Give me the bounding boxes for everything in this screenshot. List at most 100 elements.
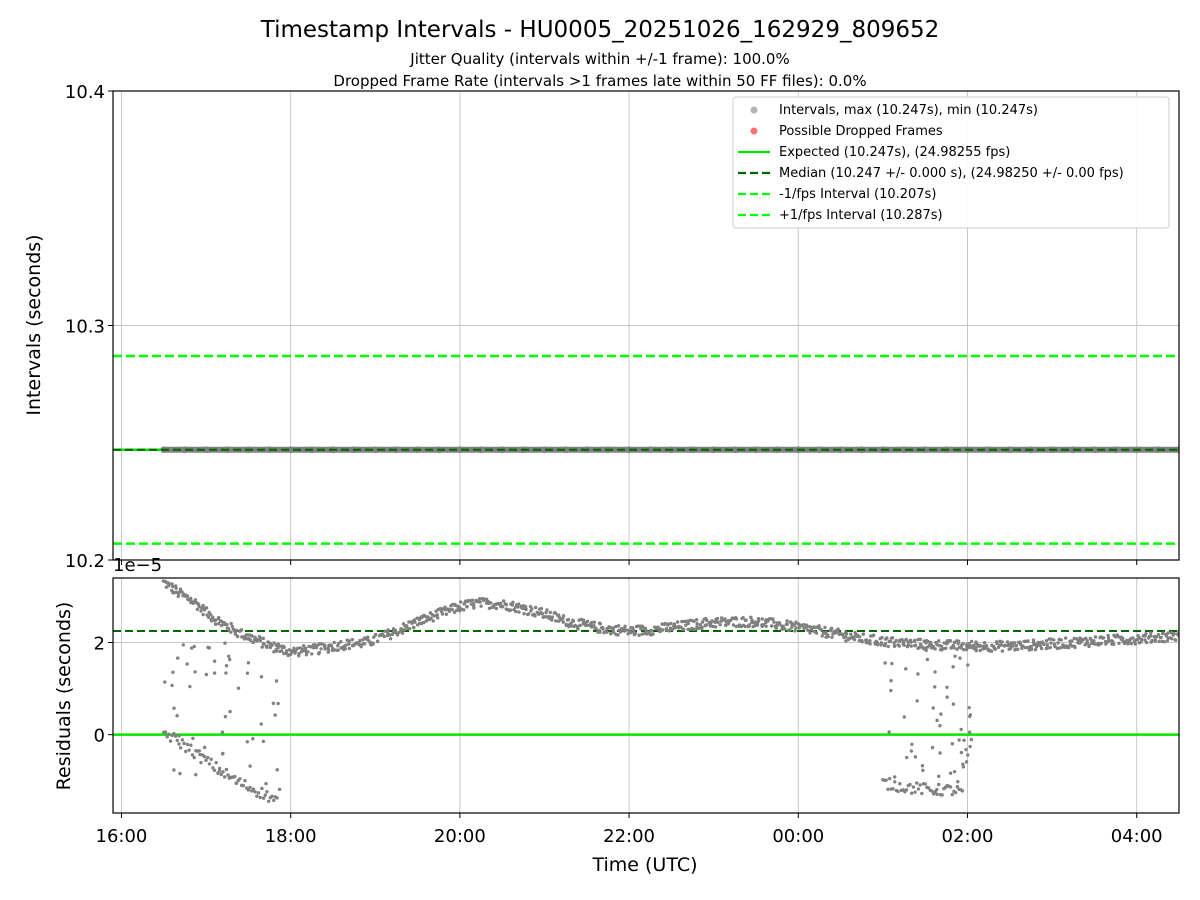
residual-point-low — [926, 786, 931, 790]
legend-box — [732, 96, 1170, 229]
x-tick-label: 22:00 — [603, 826, 655, 847]
residual-point-low — [199, 760, 203, 765]
residual-point — [605, 630, 609, 634]
residual-point-scatter — [273, 713, 277, 717]
residual-point — [500, 604, 505, 609]
residual-point — [906, 643, 910, 647]
residual-point — [730, 616, 735, 621]
residual-point-scatter — [176, 656, 180, 660]
residual-point-scatter — [961, 765, 966, 769]
residual-point — [527, 612, 531, 616]
residual-point-scatter — [170, 683, 174, 688]
residual-point — [673, 626, 677, 630]
residual-point — [675, 620, 680, 624]
residual-point-scatter — [248, 764, 252, 768]
residual-point — [852, 635, 856, 639]
residual-point — [272, 650, 276, 654]
residual-point — [616, 633, 620, 637]
residual-point-scatter — [916, 672, 920, 676]
residual-point — [969, 645, 973, 650]
residual-point — [756, 616, 761, 621]
residual-point-low — [253, 790, 257, 794]
residual-point — [964, 647, 969, 652]
interval-point — [202, 446, 210, 454]
residual-point — [261, 636, 266, 641]
residual-point — [422, 620, 426, 625]
residual-point — [444, 612, 449, 616]
residual-point-scatter — [968, 744, 972, 749]
residual-point — [1166, 631, 1170, 635]
residual-point — [336, 641, 341, 646]
residual-point — [1038, 644, 1043, 648]
residual-point — [554, 619, 558, 623]
residual-point-scatter — [957, 738, 961, 742]
residual-point-scatter — [223, 641, 227, 645]
residual-point-low — [197, 749, 201, 753]
residual-point-low — [887, 776, 892, 781]
residual-point-low — [221, 770, 225, 774]
residual-point — [1112, 642, 1116, 646]
residual-point-scatter — [904, 667, 908, 671]
residual-point-low — [243, 778, 247, 783]
residual-point-low — [272, 798, 276, 803]
residual-point — [809, 627, 814, 632]
residual-point-scatter — [961, 762, 965, 766]
residual-point — [358, 638, 362, 643]
residual-point-scatter — [207, 646, 212, 650]
residual-point — [463, 600, 467, 605]
residual-point — [1048, 645, 1053, 650]
residual-point-scatter — [952, 769, 957, 774]
residual-point — [766, 619, 770, 623]
residual-point-scatter — [938, 751, 942, 755]
residual-point — [909, 644, 913, 648]
residual-point-scatter — [264, 644, 269, 649]
residual-point — [216, 622, 221, 626]
residual-point — [849, 632, 853, 636]
residual-point-low — [940, 793, 944, 797]
residual-point — [547, 614, 552, 619]
residual-point — [1085, 641, 1089, 645]
residual-point — [1087, 644, 1091, 649]
residual-point — [457, 605, 462, 609]
legend-dropped-marker — [750, 127, 758, 135]
residual-point-low — [222, 775, 227, 779]
residual-point — [829, 626, 834, 631]
residual-point — [1000, 640, 1004, 644]
interval-point — [900, 446, 908, 454]
residual-point — [514, 609, 518, 614]
residual-point — [511, 600, 515, 604]
residual-point — [260, 645, 264, 649]
residual-point — [777, 622, 782, 626]
residual-point — [864, 641, 869, 645]
residual-point — [382, 634, 387, 639]
residual-point — [1160, 631, 1165, 636]
residual-point — [814, 631, 819, 635]
residual-point-scatter — [251, 737, 255, 741]
residual-point — [650, 632, 655, 636]
residual-point-scatter — [217, 769, 222, 773]
residual-point-scatter — [902, 715, 907, 719]
residual-point — [700, 620, 705, 624]
jitter-quality-subtitle: Jitter Quality (intervals within +/-1 fr… — [409, 50, 789, 68]
legend: Intervals, max (10.247s), min (10.247s) … — [732, 96, 1170, 229]
residual-point — [802, 626, 806, 631]
residual-point — [594, 626, 598, 630]
residual-point — [995, 642, 999, 646]
residuals-offset-label: 1e−5 — [113, 555, 162, 576]
residual-point — [1033, 647, 1038, 652]
residual-point — [188, 596, 193, 601]
residuals-y-tick-label: 0 — [94, 726, 105, 747]
residual-point-low — [204, 758, 208, 763]
residual-point — [1080, 637, 1085, 642]
residual-point — [1133, 642, 1137, 646]
residual-point — [436, 616, 440, 620]
intervals-y-axis-label: Intervals (seconds) — [23, 234, 45, 415]
residual-point — [1103, 639, 1108, 644]
residual-point-low — [241, 783, 245, 788]
residual-point-scatter — [202, 745, 207, 750]
residual-point-low — [909, 791, 914, 795]
residuals-x-ticks: 16:00 18:00 20:00 22:00 00:00 02:00 04:00 — [96, 813, 1163, 847]
residual-point — [336, 648, 340, 652]
residual-point — [1044, 639, 1049, 643]
residual-point — [637, 633, 641, 637]
